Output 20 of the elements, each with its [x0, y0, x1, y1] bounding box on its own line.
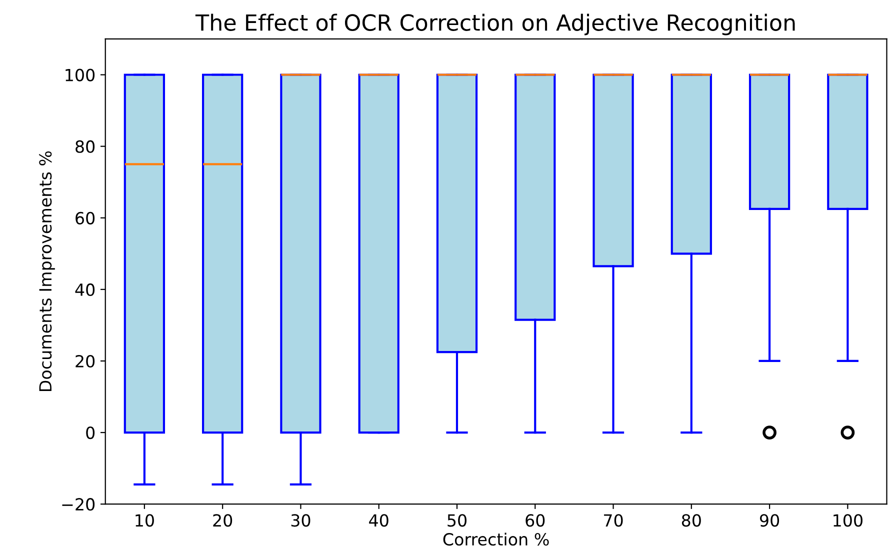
- y-tick-label: 100: [66, 68, 95, 82]
- x-tick-label: 70: [604, 514, 623, 527]
- x-axis-title: Correction %: [443, 532, 549, 546]
- y-tick-label: 60: [76, 212, 95, 224]
- y-tick-label: 0: [86, 426, 95, 440]
- x-tick-label: 30: [291, 514, 310, 527]
- y-tick-label: 40: [75, 283, 95, 296]
- x-tick-label: 50: [448, 514, 466, 527]
- y-axis-title: Documents Improvements %: [39, 151, 55, 392]
- y-tick-label: −20: [62, 498, 95, 511]
- y-tick-label: 20: [76, 354, 95, 368]
- x-tick-label: 20: [213, 514, 232, 527]
- x-tick-label: 100: [834, 514, 862, 527]
- x-tick-label: 80: [682, 514, 701, 527]
- x-tick-label: 40: [369, 514, 388, 527]
- x-tick-label: 90: [760, 514, 780, 527]
- chart-title: The Effect of OCR Correction on Adjective Recognition: [195, 14, 795, 36]
- y-tick-label: 80: [76, 140, 95, 153]
- x-tick-label: 10: [136, 514, 154, 527]
- x-tick-label: 60: [526, 514, 545, 527]
